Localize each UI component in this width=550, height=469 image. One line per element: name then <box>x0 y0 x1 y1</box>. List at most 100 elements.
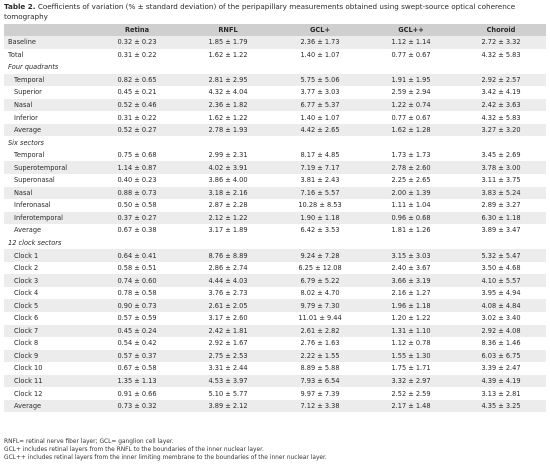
table-cell: 4.44 ± 4.03 <box>182 274 274 287</box>
table-row: Inferior 0.31 ± 0.22 1.62 ± 1.22 1.40 ± 1.0… <box>4 111 546 124</box>
table-cell: 5.10 ± 5.77 <box>208 389 248 398</box>
table-cell: 2.89 ± 3.27 <box>481 201 521 210</box>
row-label: Average <box>14 226 42 235</box>
table-row: Clock 11 1.35 ± 1.13 4.53 ± 3.97 7.93 ± 6.5… <box>4 374 546 388</box>
table-cell: 3.32 ± 2.97 <box>366 374 456 388</box>
table-cell: 3.17 ± 1.89 <box>208 226 248 235</box>
table-cell: 0.45 ± 0.21 <box>117 88 157 97</box>
table-cell: 2.87 ± 2.28 <box>208 201 248 210</box>
table-cell: 3.86 ± 4.00 <box>208 176 248 185</box>
table-cell: 3.83 ± 5.24 <box>456 186 546 200</box>
footnote: GCL++ includes retinal layers from the i… <box>4 455 327 461</box>
table-cell: 0.78 ± 0.58 <box>117 289 157 298</box>
table-body: Baseline 0.32 ± 0.23 1.85 ± 1.79 2.36 ± 1.7… <box>4 36 546 413</box>
table-cell: 0.74 ± 0.60 <box>92 274 182 287</box>
table-cell: 7.16 ± 5.57 <box>274 186 366 200</box>
table-cell: 2.92 ± 4.08 <box>456 324 546 338</box>
table-row: Temporal 0.75 ± 0.68 2.99 ± 2.31 8.17 ± 4.8… <box>4 149 546 162</box>
table-cell: 6.77 ± 5.37 <box>274 98 366 112</box>
table-cell: 6.79 ± 5.22 <box>274 274 366 287</box>
table-row: Clock 6 0.57 ± 0.59 3.17 ± 2.60 11.01 ± 9.4… <box>4 312 546 325</box>
table-cell: 0.90 ± 0.73 <box>92 299 182 313</box>
row-label: Clock 9 <box>4 349 92 363</box>
section-label: 12 clock sectors <box>4 236 546 250</box>
table-cell: 5.75 ± 5.06 <box>274 73 366 87</box>
table-row: Clock 3 0.74 ± 0.60 4.44 ± 4.03 6.79 ± 5.22… <box>4 274 546 287</box>
table-row: Clock 2 0.58 ± 0.51 2.86 ± 2.74 6.25 ± 12.0… <box>4 262 546 275</box>
table-cell: 3.89 ± 3.47 <box>481 226 521 235</box>
table-cell: 2.75 ± 2.53 <box>182 349 274 363</box>
row-label: Average <box>4 399 92 413</box>
table-cell: 1.12 ± 1.14 <box>366 36 456 49</box>
table-cell: 3.78 ± 3.00 <box>456 161 546 175</box>
header-blank <box>4 24 92 36</box>
table-cell: 3.81 ± 2.43 <box>300 176 340 185</box>
table-cell: 9.79 ± 7.30 <box>274 299 366 313</box>
table-cell: 8.89 ± 5.88 <box>300 364 340 373</box>
table-cell: 2.40 ± 3.67 <box>391 264 431 273</box>
table-cell: 1.73 ± 1.73 <box>391 151 431 160</box>
table-cell: 0.50 ± 0.58 <box>117 201 157 210</box>
footnotes: RNFL= retinal nerve fiber layer; GCL= ga… <box>4 438 546 462</box>
coefficients-table: Retina RNFL GCL+ GCL++ Choroid Baseline 0… <box>4 24 546 413</box>
table-cell: 7.12 ± 3.38 <box>274 399 366 413</box>
table-cell: 2.61 ± 2.05 <box>182 299 274 313</box>
table-cell: 7.93 ± 6.54 <box>274 374 366 388</box>
row-label: Temporal <box>4 73 92 87</box>
table-cell: 2.72 ± 3.32 <box>456 36 546 49</box>
table-cell: 4.53 ± 3.97 <box>182 374 274 388</box>
table-cell: 4.32 ± 4.04 <box>208 88 248 97</box>
table-cell: 2.78 ± 1.93 <box>182 123 274 137</box>
table-row: Inferotemporal 0.37 ± 0.27 2.12 ± 1.22 1.90… <box>4 211 546 225</box>
table-cell: 1.96 ± 1.18 <box>366 299 456 313</box>
table-cell: 4.08 ± 4.84 <box>456 299 546 313</box>
table-caption: Table 2. Coefficients of variation (% ± … <box>4 2 546 21</box>
table-row: Superotemporal 1.14 ± 0.87 4.02 ± 3.91 7.19… <box>4 161 546 175</box>
table-row: Temporal 0.82 ± 0.65 2.81 ± 2.95 5.75 ± 5.0… <box>4 73 546 87</box>
table-cell: 6.25 ± 12.08 <box>298 264 342 273</box>
table-cell: 3.42 ± 4.19 <box>481 88 521 97</box>
table-cell: 3.66 ± 3.19 <box>366 274 456 287</box>
row-label: Nasal <box>4 186 92 200</box>
caption-text: Coefficients of variation (% ± standard … <box>4 2 516 21</box>
header-retina: Retina <box>92 24 182 36</box>
table-cell: 1.14 ± 0.87 <box>92 161 182 175</box>
table-cell: 9.97 ± 7.39 <box>300 389 340 398</box>
table-cell: 4.10 ± 5.57 <box>456 274 546 287</box>
table-cell: 1.62 ± 1.28 <box>366 123 456 137</box>
table-cell: 0.31 ± 0.22 <box>117 50 157 59</box>
table-cell: 2.22 ± 1.55 <box>274 349 366 363</box>
table-cell: 9.24 ± 7.28 <box>274 249 366 262</box>
table-row: Inferonasal 0.50 ± 0.58 2.87 ± 2.28 10.28 ±… <box>4 199 546 212</box>
row-label: Clock 10 <box>14 364 43 373</box>
table-cell: 2.92 ± 2.57 <box>456 73 546 87</box>
table-cell: 2.00 ± 1.39 <box>366 186 456 200</box>
table-row: Baseline 0.32 ± 0.23 1.85 ± 1.79 2.36 ± 1.7… <box>4 36 546 49</box>
table-row: Nasal 0.52 ± 0.46 2.36 ± 1.82 6.77 ± 5.37 1.… <box>4 98 546 112</box>
row-label: Total <box>8 50 24 59</box>
table-cell: 3.50 ± 4.68 <box>481 264 521 273</box>
table-cell: 3.77 ± 3.03 <box>300 88 340 97</box>
table-cell: 2.25 ± 2.65 <box>391 176 431 185</box>
table-cell: 0.58 ± 0.51 <box>117 264 157 273</box>
table-cell: 2.42 ± 3.63 <box>456 98 546 112</box>
row-label: Clock 12 <box>14 389 43 398</box>
table-cell: 3.45 ± 2.69 <box>481 151 521 160</box>
table-row: Average 0.52 ± 0.27 2.78 ± 1.93 4.42 ± 2.65… <box>4 123 546 137</box>
table-cell: 3.89 ± 2.12 <box>182 399 274 413</box>
table-cell: 3.11 ± 3.75 <box>481 176 521 185</box>
row-label: Clock 6 <box>14 314 39 323</box>
table-cell: 2.86 ± 2.74 <box>208 264 248 273</box>
table-cell: 0.45 ± 0.24 <box>92 324 182 338</box>
table-cell: 2.36 ± 1.82 <box>182 98 274 112</box>
table-row: Clock 4 0.78 ± 0.58 3.76 ± 2.73 8.02 ± 4.70… <box>4 287 546 300</box>
footnote: RNFL= retinal nerve fiber layer; GCL= ga… <box>4 439 174 445</box>
table-row: Clock 10 0.67 ± 0.58 3.31 ± 2.44 8.89 ± 5.8… <box>4 362 546 375</box>
table-cell: 1.81 ± 1.26 <box>391 226 431 235</box>
table-cell: 1.62 ± 1.22 <box>208 50 248 59</box>
table-cell: 1.75 ± 1.71 <box>391 364 431 373</box>
table-cell: 0.96 ± 0.68 <box>366 211 456 225</box>
table-cell: 2.17 ± 1.48 <box>366 399 456 413</box>
row-label: Nasal <box>4 98 92 112</box>
table-cell: 1.11 ± 1.04 <box>391 201 431 210</box>
